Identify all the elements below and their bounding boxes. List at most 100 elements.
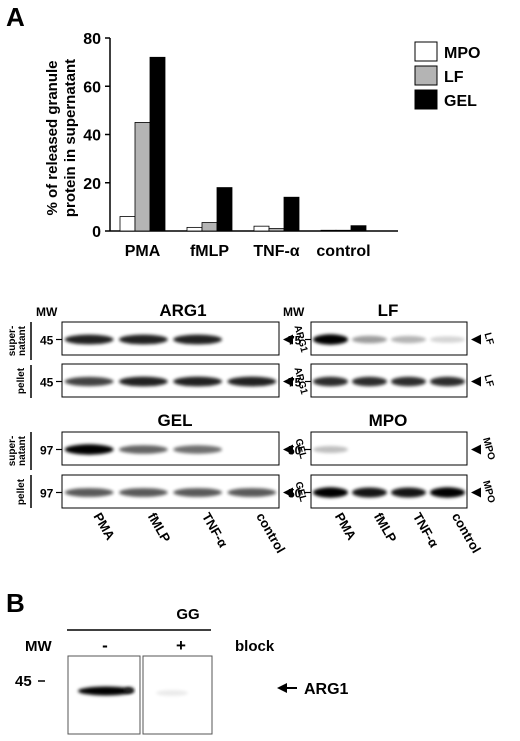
blot-mw-label: 50 (288, 444, 302, 458)
panel-b-band-plus (156, 690, 188, 696)
blot-band (429, 336, 466, 343)
blot-band (173, 488, 223, 497)
blot-mw-label: 97 (40, 444, 54, 458)
blot-mw-label: 97 (40, 487, 54, 501)
blot-lf-pel: 75 LF (288, 363, 496, 398)
row-label-supernatant-1: super- (7, 326, 18, 357)
ylabel-line-2: protein in supernatant (62, 59, 79, 217)
lane-label: control (253, 510, 288, 556)
blot-arrow (471, 487, 481, 498)
panel-b-arrow (277, 683, 297, 693)
y-tick-label: 40 (83, 128, 101, 145)
blot-band (351, 376, 388, 387)
blot-mpo-pel: 50 MPO (288, 474, 497, 509)
blot-band (227, 376, 277, 387)
y-tick-label: 20 (83, 176, 101, 193)
blot-gel-sup: 97 GEL (40, 431, 308, 466)
blot-marker-label: LF (482, 332, 496, 347)
x-tick-label: control (316, 243, 370, 260)
blot-arrow (283, 334, 293, 345)
blot-band (390, 335, 427, 344)
bar-lf-2 (268, 228, 285, 232)
panel-b-mw-label: MW (25, 638, 52, 655)
chart-xtick-labels: PMA fMLP TNF-α control (125, 243, 371, 260)
blot-band (173, 376, 223, 387)
blot-mpo-sup: 50 MPO (288, 431, 497, 466)
blot-mw-label: 75 (288, 376, 302, 390)
legend-label-gel: GEL (444, 93, 477, 110)
legend-label-mpo: MPO (444, 45, 480, 62)
blot-band (351, 335, 388, 344)
blot-band (429, 487, 466, 498)
panel-b-lane-plus: + (176, 636, 186, 655)
blot-band (173, 445, 223, 454)
bar-lf-3 (335, 229, 352, 232)
blot-title-gel: GEL (158, 411, 193, 430)
legend-label-lf: LF (444, 69, 464, 86)
blot-arrow (283, 487, 293, 498)
bar-mpo-0 (119, 216, 136, 232)
bar-lf-0 (134, 122, 151, 232)
blot-mw-label: 50 (288, 487, 302, 501)
blot-mw-label: 75 (288, 334, 302, 348)
blot-arg1-pel: 45 ARG1 (40, 363, 309, 398)
blot-band (118, 376, 168, 387)
blot-arrow (283, 376, 293, 387)
ylabel: % of released granule protein in superna… (44, 59, 79, 217)
blot-lane-labels: PMA fMLP TNF-α control PMA fMLP TNF-α control (91, 510, 484, 556)
row-labels-bottom: super- natant pellet (7, 432, 32, 508)
blot-band (312, 334, 349, 345)
blot-band (390, 487, 427, 498)
mw-label-right: MW (283, 305, 305, 319)
blot-band (312, 376, 349, 387)
row-label-pellet: pellet (16, 367, 27, 394)
lane-label: TNF-α (199, 510, 231, 550)
blot-mw-label: 45 (40, 334, 54, 348)
blot-marker-label: GEL (292, 437, 308, 460)
panel-b-block-label: block (235, 638, 275, 655)
blot-band (227, 488, 277, 497)
blot-marker-label: MPO (480, 436, 497, 461)
blot-title-mpo: MPO (369, 411, 408, 430)
panel-b-lane-minus: - (102, 636, 108, 655)
row-labels-top: super- natant pellet (7, 322, 32, 398)
blot-arrow (471, 444, 481, 455)
bar-mpo-2 (253, 225, 270, 232)
blot-lf-sup: 75 LF (288, 321, 496, 356)
row-label-supernatant-2: natant (17, 325, 28, 356)
panel-b-label: B (6, 588, 25, 618)
blot-band (64, 376, 114, 387)
lane-label: PMA (332, 510, 360, 543)
lane-label: TNF-α (410, 510, 442, 550)
blot-title-arg1: ARG1 (159, 301, 206, 320)
blot-band (118, 334, 168, 345)
blot-band (64, 334, 114, 345)
bar-gel-1 (216, 187, 233, 232)
blot-band (390, 376, 427, 387)
blot-band (118, 488, 168, 497)
blot-marker-label: GEL (292, 480, 308, 503)
blot-marker-label: MPO (480, 479, 497, 504)
lane-label: control (449, 510, 484, 556)
blot-arrow (471, 334, 481, 345)
blot-title-lf: LF (378, 301, 399, 320)
row-label-supernatant-2b: natant (17, 435, 28, 466)
blot-band (64, 444, 114, 455)
blot-band (312, 487, 349, 498)
bar-mpo-3 (320, 229, 337, 232)
lane-label: fMLP (145, 510, 174, 545)
row-label-pellet-b: pellet (16, 478, 27, 505)
bar-gel-0 (149, 56, 166, 232)
blot-band (429, 376, 466, 387)
blot-band (312, 446, 349, 453)
blot-marker-label: LF (482, 374, 496, 389)
lane-label: fMLP (371, 510, 400, 545)
panel-b-band-minus-tail (124, 687, 134, 693)
y-tick-label: 60 (83, 79, 101, 96)
blot-band (173, 334, 223, 345)
panel-b-treatment: GG (176, 606, 199, 623)
y-tick-label: 80 (83, 31, 101, 48)
blot-arrow (471, 376, 481, 387)
blot-mw-label: 45 (40, 376, 54, 390)
